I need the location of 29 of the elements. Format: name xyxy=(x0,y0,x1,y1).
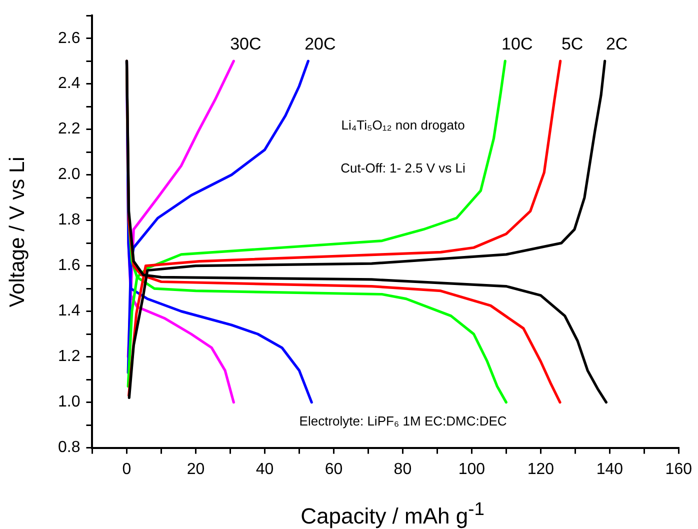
y-tick-label: 1.2 xyxy=(58,348,80,366)
y-tick-label: 2.4 xyxy=(58,75,80,92)
x-axis-title: Capacity / mAh g$^{-1}$ xyxy=(300,498,486,529)
y-tick-label: 0.8 xyxy=(58,439,80,456)
y-tick-label: 2.6 xyxy=(58,30,80,47)
series-label: 20C xyxy=(304,34,336,54)
x-tick-label: 20 xyxy=(186,460,205,478)
series-label: 30C xyxy=(230,34,262,54)
x-tick-label: 100 xyxy=(458,460,486,478)
annotation: Electrolyte: LiPF₆ 1M EC:DMC:DEC xyxy=(299,413,507,428)
series-label: 2C xyxy=(606,34,628,54)
annotation: Cut-Off: 1- 2.5 V vs Li xyxy=(340,160,466,176)
y-tick-label: 1.8 xyxy=(58,212,80,229)
x-tick-label: 160 xyxy=(665,460,692,478)
x-tick-label: 0 xyxy=(122,460,132,478)
x-tick-label: 40 xyxy=(256,460,274,478)
x-tick-label: 60 xyxy=(324,460,343,478)
y-tick-label: 1.0 xyxy=(58,394,80,411)
y-tick-label: 1.4 xyxy=(58,302,80,320)
y-axis-title: Voltage / V vs Li xyxy=(6,156,30,310)
x-tick-label: 120 xyxy=(527,460,554,478)
x-tick-label: 140 xyxy=(596,460,624,478)
series-label: 10C xyxy=(502,34,533,54)
y-tick-label: 1.6 xyxy=(58,257,80,274)
annotation: Li₄Ti₅O₁₂ non drogato xyxy=(341,117,465,132)
y-tick-label: 2.2 xyxy=(58,120,80,138)
y-tick-label: 2.0 xyxy=(58,166,80,184)
x-tick-label: 80 xyxy=(394,460,412,478)
series-label: 5C xyxy=(561,34,584,54)
